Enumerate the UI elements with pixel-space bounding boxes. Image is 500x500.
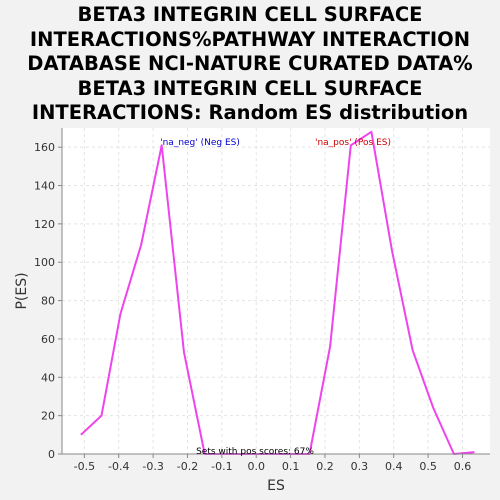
y-tick-label: 140: [34, 180, 55, 193]
chart-title-line-3: DATABASE NCI-NATURE CURATED DATA%: [27, 52, 473, 75]
x-axis-title: ES: [267, 478, 285, 494]
x-tick-label: 0.0: [247, 460, 265, 473]
y-tick-label: 160: [34, 141, 55, 154]
y-ticks: 0 20 40 60 80 100 120 140 160: [34, 141, 62, 461]
x-tick-label: -0.2: [177, 460, 198, 473]
plot-area: [62, 128, 490, 454]
y-tick-label: 80: [41, 295, 55, 308]
x-tick-label: -0.5: [74, 460, 95, 473]
pos-es-label: 'na_pos' (Pos ES): [315, 138, 391, 148]
chart-title-line-1: BETA3 INTEGRIN CELL SURFACE: [77, 3, 423, 26]
neg-es-label: 'na_neg' (Neg ES): [160, 138, 240, 148]
x-tick-label: 0.4: [385, 460, 403, 473]
y-tick-label: 20: [41, 410, 55, 423]
y-tick-label: 120: [34, 218, 55, 231]
x-tick-label: 0.3: [351, 460, 369, 473]
y-tick-label: 40: [41, 371, 55, 384]
chart-title-line-5: INTERACTIONS: Random ES distribution: [31, 101, 469, 124]
x-tick-label: -0.3: [142, 460, 163, 473]
chart-title-line-2: INTERACTIONS%PATHWAY INTERACTION: [29, 27, 471, 51]
x-ticks: -0.5 -0.4 -0.3 -0.2 -0.1 0.0 0.1 0.2 0.3 0.4 0.5 0.…: [74, 454, 472, 473]
x-tick-label: -0.4: [108, 460, 129, 473]
grid-lines: [62, 128, 490, 454]
y-tick-label: 60: [41, 333, 55, 346]
x-tick-label: 0.2: [316, 460, 334, 473]
x-tick-label: -0.1: [211, 460, 232, 473]
x-tick-label: 0.5: [419, 460, 437, 473]
pos-scores-footer: Sets with pos scores: 67%: [196, 447, 314, 457]
chart-title: BETA3 INTEGRIN CELL SURFACE INTERACTIONS…: [0, 3, 500, 126]
x-tick-label: 0.1: [282, 460, 300, 473]
x-tick-label: 0.6: [454, 460, 472, 473]
y-axis-title: P(ES): [14, 272, 30, 309]
y-tick-label: 100: [34, 256, 55, 269]
y-tick-label: 0: [48, 448, 55, 461]
chart-title-line-4: BETA3 INTEGRIN CELL SURFACE: [77, 76, 423, 100]
